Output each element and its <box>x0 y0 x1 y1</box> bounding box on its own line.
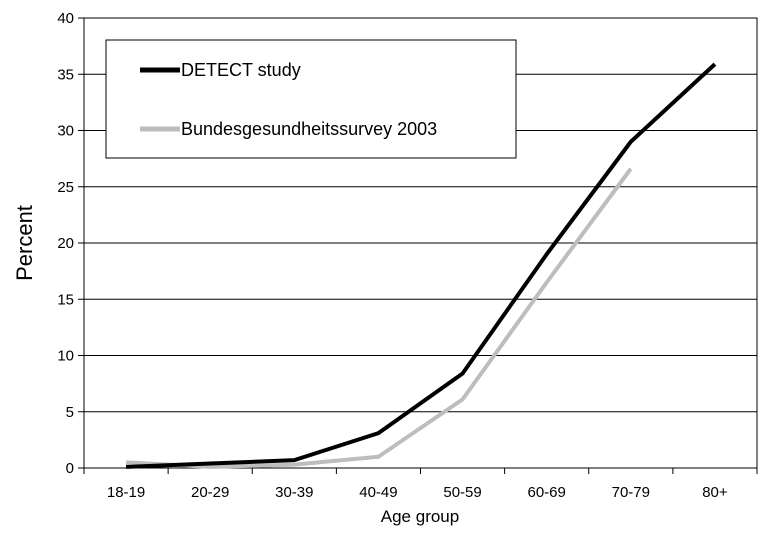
y-tick-label: 15 <box>57 291 74 308</box>
y-tick-label: 35 <box>57 66 74 83</box>
y-tick-label: 40 <box>57 10 74 27</box>
axes: 0 5 10 15 20 25 30 35 40 18-19 20-29 30-39 40-49 50-5… <box>57 10 758 501</box>
x-axis-title: Age group <box>381 507 459 526</box>
x-tick-label: 70-79 <box>612 484 650 501</box>
y-tick-label: 20 <box>57 235 74 252</box>
y-tick-label: 10 <box>57 348 74 365</box>
legend: DETECT study Bundesgesundheitssurvey 200… <box>105 39 517 159</box>
y-tick-label: 0 <box>66 460 74 477</box>
x-tick-label: 20-29 <box>191 484 229 501</box>
series-line-0 <box>125 62 717 469</box>
x-tick-label: 30-39 <box>275 484 313 501</box>
series-lines <box>125 62 717 469</box>
x-tick-label: 50-59 <box>443 484 481 501</box>
legend-box <box>105 39 517 159</box>
x-tick-label: 40-49 <box>359 484 397 501</box>
y-tick-label: 30 <box>57 123 74 140</box>
series-line-1 <box>125 167 633 469</box>
y-tick-label: 25 <box>57 179 74 196</box>
y-axis-title: Percent <box>12 205 37 281</box>
x-tick-label: 80+ <box>702 484 728 501</box>
legend-label-detect: DETECT study <box>181 60 301 80</box>
x-tick-label: 60-69 <box>528 484 566 501</box>
y-tick-label: 5 <box>66 404 74 421</box>
legend-label-bgs: Bundesgesundheitssurvey 2003 <box>181 119 437 139</box>
x-tick-label: 18-19 <box>107 484 145 501</box>
